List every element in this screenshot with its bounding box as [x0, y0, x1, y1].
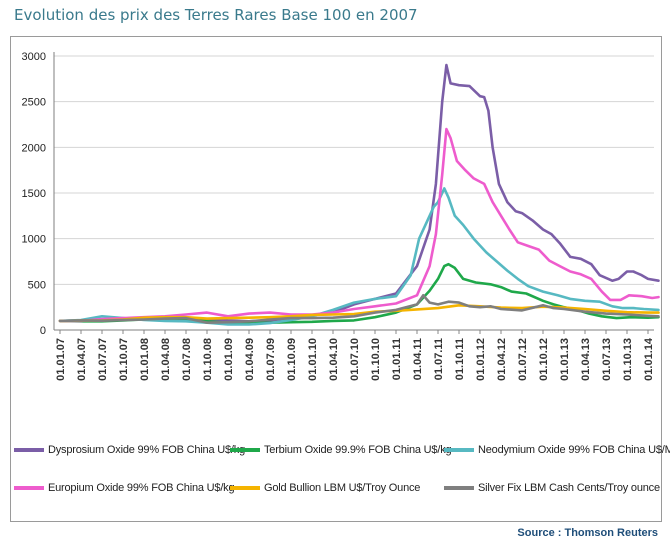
- x-tick-label: 01.01.13: [559, 338, 571, 381]
- legend-label: Gold Bullion LBM U$/Troy Ounce: [264, 482, 421, 494]
- legend-swatch: [444, 486, 474, 490]
- x-tick-label: 01.10.07: [118, 338, 130, 381]
- y-tick-label: 2000: [22, 142, 46, 154]
- series-lines: [58, 63, 660, 326]
- x-tick-label: 01.01.12: [475, 338, 487, 381]
- x-tick-label: 01.01.14: [643, 337, 655, 381]
- x-tick-label: 01.07.07: [97, 338, 109, 381]
- x-tick-label: 01.10.10: [370, 338, 382, 381]
- y-tick-label: 0: [40, 325, 46, 337]
- axes: [53, 52, 654, 331]
- x-tick-label: 01.10.11: [454, 338, 466, 380]
- series-line-0: [58, 63, 660, 323]
- y-tick-label: 500: [28, 279, 46, 291]
- x-tick-label: 01.07.09: [265, 338, 277, 381]
- legend-swatch: [230, 448, 260, 452]
- legend-item: Silver Fix LBM Cash Cents/Troy ounce: [444, 482, 660, 494]
- x-tick-label: 01.07.10: [349, 338, 361, 381]
- x-tick-label: 01.01.10: [307, 338, 319, 381]
- x-tick-label: 01.04.08: [160, 338, 172, 381]
- x-tick-label: 01.04.11: [412, 338, 424, 380]
- y-tick-label: 1500: [22, 188, 46, 200]
- x-tick-label: 01.10.08: [202, 338, 214, 381]
- x-tick-label: 01.07.12: [517, 338, 529, 381]
- x-tick-label: 01.01.07: [55, 338, 67, 381]
- legend-label: Neodymium Oxide 99% FOB China U$/MT: [478, 444, 670, 456]
- legend-item: Dysprosium Oxide 99% FOB China U$/kg: [14, 444, 245, 456]
- legend-item: Neodymium Oxide 99% FOB China U$/MT: [444, 444, 670, 456]
- x-tick-label: 01.07.11: [433, 338, 445, 380]
- legend-swatch: [444, 448, 474, 452]
- series-line-4: [58, 304, 660, 323]
- x-axis-ticks: 01.01.07 01.04.07 01.07.07 01.10.07 01.01.08…: [55, 330, 655, 381]
- legend-swatch: [230, 486, 260, 490]
- legend-label: Silver Fix LBM Cash Cents/Troy ounce: [478, 482, 660, 494]
- x-tick-label: 01.04.12: [496, 338, 508, 381]
- source-note: Source : Thomson Reuters: [517, 527, 658, 539]
- legend-label: Terbium Oxide 99.9% FOB China U$/kg: [264, 444, 452, 456]
- legend-item: Gold Bullion LBM U$/Troy Ounce: [230, 482, 420, 494]
- series-line-3: [58, 127, 660, 323]
- y-tick-label: 3000: [22, 51, 46, 63]
- x-tick-label: 01.01.11: [391, 338, 403, 380]
- x-tick-label: 01.07.13: [601, 338, 613, 381]
- x-tick-label: 01.10.13: [622, 338, 634, 381]
- x-tick-label: 01.04.07: [76, 338, 88, 381]
- y-axis-ticks: 0 500 1000 1500 2000 2500 3000: [22, 51, 46, 337]
- x-tick-label: 01.10.09: [286, 338, 298, 381]
- y-tick-label: 1000: [22, 234, 46, 246]
- chart-legend: Dysprosium Oxide 99% FOB China U$/kg Terb…: [14, 442, 670, 514]
- y-tick-label: 2500: [22, 97, 46, 109]
- series-line-5: [58, 294, 660, 324]
- x-tick-label: 01.01.08: [139, 338, 151, 381]
- x-tick-label: 01.04.09: [244, 338, 256, 381]
- chart-frame: [10, 36, 662, 522]
- legend-swatch: [14, 448, 44, 452]
- x-tick-label: 01.07.08: [181, 338, 193, 381]
- legend-item: Europium Oxide 99% FOB China U$/kg: [14, 482, 235, 494]
- legend-swatch: [14, 486, 44, 490]
- legend-label: Dysprosium Oxide 99% FOB China U$/kg: [48, 444, 245, 456]
- x-tick-label: 01.04.13: [580, 338, 592, 381]
- grid-lines: [54, 55, 654, 285]
- x-tick-label: 01.01.09: [223, 338, 235, 381]
- chart-title: Evolution des prix des Terres Rares Base…: [14, 6, 418, 24]
- x-tick-label: 01.04.10: [328, 338, 340, 381]
- legend-label: Europium Oxide 99% FOB China U$/kg: [48, 482, 235, 494]
- legend-item: Terbium Oxide 99.9% FOB China U$/kg: [230, 444, 452, 456]
- x-tick-label: 01.10.12: [538, 338, 550, 381]
